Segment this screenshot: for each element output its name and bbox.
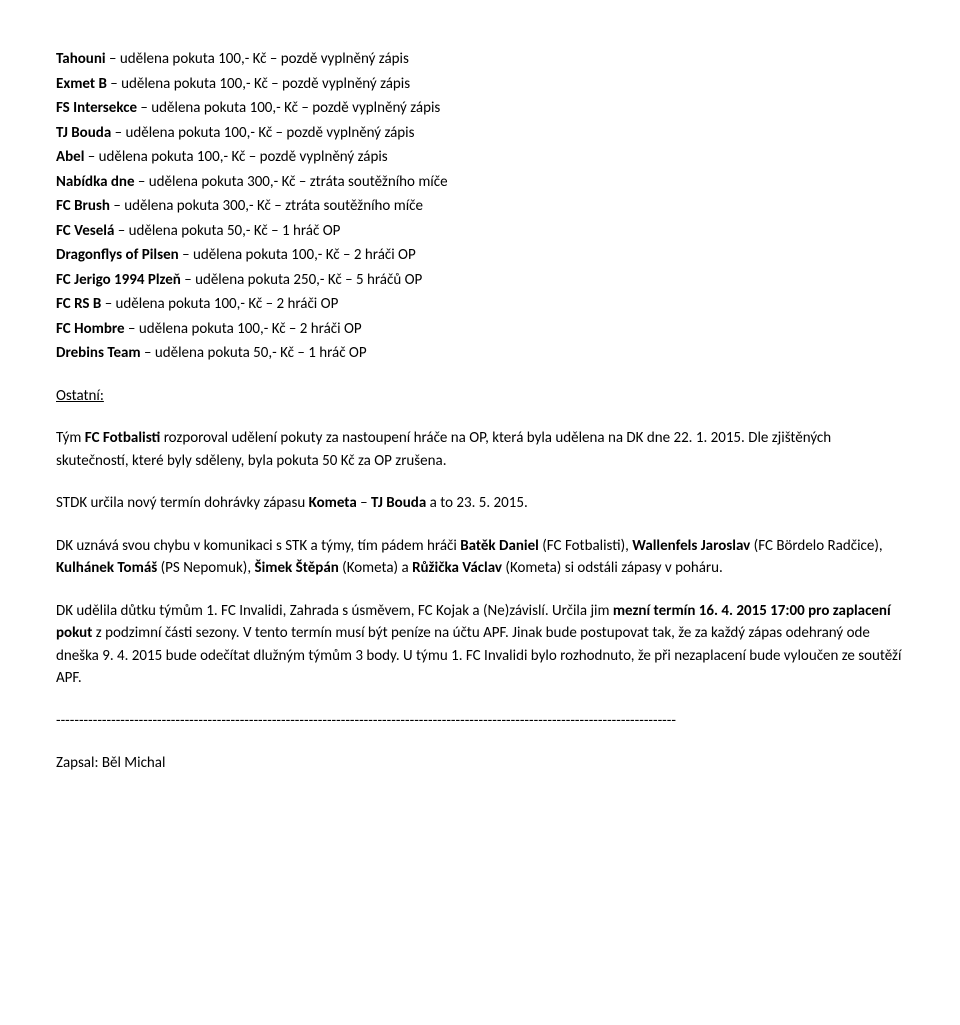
p3-b1: Batěk Daniel: [460, 537, 539, 555]
penalty-team: FC RS B: [56, 295, 101, 313]
penalty-line: Nabídka dne – udělena pokuta 300,- Kč – …: [56, 171, 904, 194]
penalty-line: Abel – udělena pokuta 100,- Kč – pozdě v…: [56, 146, 904, 169]
p2-mid: –: [357, 494, 371, 512]
penalty-team: FS Intersekce: [56, 99, 137, 117]
p4-post: z podzimní části sezony. V tento termín …: [56, 624, 901, 687]
penalty-text: – udělena pokuta 250,- Kč – 5 hráčů OP: [181, 271, 422, 289]
p3-b4: Šimek Štěpán: [255, 559, 339, 577]
p3-t3: (PS Nepomuk),: [157, 559, 254, 577]
penalty-text: – udělena pokuta 100,- Kč – pozdě vyplně…: [84, 148, 387, 166]
penalty-team: FC Jerigo 1994 Plzeň: [56, 271, 181, 289]
p2-post: a to 23. 5. 2015.: [426, 494, 528, 512]
penalty-team: FC Hombre: [56, 320, 125, 338]
penalty-text: – udělena pokuta 50,- Kč – 1 hráč OP: [114, 222, 340, 240]
p3-t1: (FC Fotbalisti),: [539, 537, 632, 555]
p3-b2: Wallenfels Jaroslav: [632, 537, 750, 555]
p3-b5: Růžička Václav: [412, 559, 502, 577]
penalty-line: FC Hombre – udělena pokuta 100,- Kč – 2 …: [56, 318, 904, 341]
penalty-line: Exmet B – udělena pokuta 100,- Kč – pozd…: [56, 73, 904, 96]
penalty-list: Tahouni – udělena pokuta 100,- Kč – pozd…: [56, 48, 904, 365]
penalty-team: TJ Bouda: [56, 124, 111, 142]
penalty-text: – udělena pokuta 100,- Kč – pozdě vyplně…: [137, 99, 440, 117]
penalty-line: FC RS B – udělena pokuta 100,- Kč – 2 hr…: [56, 293, 904, 316]
p1-bold: FC Fotbalisti: [85, 429, 161, 447]
penalty-line: FS Intersekce – udělena pokuta 100,- Kč …: [56, 97, 904, 120]
penalty-line: FC Jerigo 1994 Plzeň – udělena pokuta 25…: [56, 269, 904, 292]
penalty-text: – udělena pokuta 100,- Kč – pozdě vyplně…: [111, 124, 414, 142]
separator-dashes: ----------------------------------------…: [56, 710, 904, 733]
other-heading: Ostatní:: [56, 385, 904, 408]
penalty-line: TJ Bouda – udělena pokuta 100,- Kč – poz…: [56, 122, 904, 145]
p3-t5: (Kometa) si odstáli zápasy v poháru.: [502, 559, 723, 577]
p3-t2: (FC Bördelo Radčice),: [750, 537, 882, 555]
penalty-text: – udělena pokuta 100,- Kč – 2 hráči OP: [101, 295, 338, 313]
paragraph-4: DK udělila důtku týmům 1. FC Invalidi, Z…: [56, 600, 904, 690]
penalty-line: FC Brush – udělena pokuta 300,- Kč – ztr…: [56, 195, 904, 218]
p3-b3: Kulhánek Tomáš: [56, 559, 157, 577]
penalty-text: – udělena pokuta 100,- Kč – pozdě vyplně…: [107, 75, 410, 93]
penalty-line: Dragonflys of Pilsen – udělena pokuta 10…: [56, 244, 904, 267]
paragraph-2: STDK určila nový termín dohrávky zápasu …: [56, 492, 904, 515]
penalty-line: FC Veselá – udělena pokuta 50,- Kč – 1 h…: [56, 220, 904, 243]
signature-line: Zapsal: Běl Michal: [56, 752, 904, 775]
penalty-team: Tahouni: [56, 50, 106, 68]
p1-pre: Tým: [56, 429, 85, 447]
p2-b1: Kometa: [309, 494, 357, 512]
p2-b2: TJ Bouda: [371, 494, 426, 512]
penalty-team: FC Brush: [56, 197, 110, 215]
p4-pre: DK udělila důtku týmům 1. FC Invalidi, Z…: [56, 602, 613, 620]
other-heading-text: Ostatní:: [56, 387, 104, 405]
penalty-line: Drebins Team – udělena pokuta 50,- Kč – …: [56, 342, 904, 365]
penalty-line: Tahouni – udělena pokuta 100,- Kč – pozd…: [56, 48, 904, 71]
penalty-text: – udělena pokuta 100,- Kč – 2 hráči OP: [125, 320, 362, 338]
paragraph-1: Tým FC Fotbalisti rozporoval udělení pok…: [56, 427, 904, 472]
penalty-team: Abel: [56, 148, 84, 166]
p3-t4: (Kometa) a: [339, 559, 412, 577]
penalty-text: – udělena pokuta 100,- Kč – pozdě vyplně…: [106, 50, 409, 68]
penalty-team: Nabídka dne: [56, 173, 135, 191]
penalty-team: Drebins Team: [56, 344, 141, 362]
p1-post: rozporoval udělení pokuty za nastoupení …: [56, 429, 831, 470]
penalty-text: – udělena pokuta 100,- Kč – 2 hráči OP: [179, 246, 416, 264]
penalty-text: – udělena pokuta 50,- Kč – 1 hráč OP: [141, 344, 367, 362]
penalty-team: Exmet B: [56, 75, 107, 93]
penalty-text: – udělena pokuta 300,- Kč – ztráta soutě…: [135, 173, 448, 191]
penalty-text: – udělena pokuta 300,- Kč – ztráta soutě…: [110, 197, 423, 215]
penalty-team: FC Veselá: [56, 222, 114, 240]
penalty-team: Dragonflys of Pilsen: [56, 246, 179, 264]
paragraph-3: DK uznává svou chybu v komunikaci s STK …: [56, 535, 904, 580]
p3-pre: DK uznává svou chybu v komunikaci s STK …: [56, 537, 460, 555]
p2-pre: STDK určila nový termín dohrávky zápasu: [56, 494, 309, 512]
